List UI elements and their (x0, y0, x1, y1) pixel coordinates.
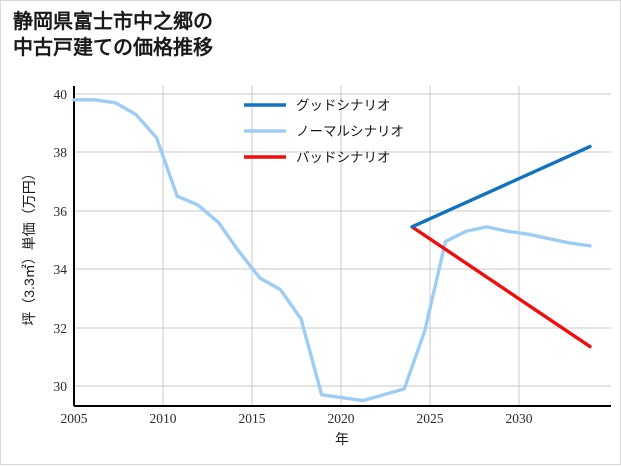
y-tick-40: 40 (54, 87, 68, 102)
x-tick-2010: 2010 (150, 411, 177, 426)
y-tick-36: 36 (54, 204, 68, 219)
y-tick-32: 32 (54, 321, 68, 336)
series-line-bad (410, 225, 592, 349)
x-tick-2020: 2020 (328, 411, 355, 426)
data-series-group (72, 98, 592, 403)
legend-label-good: グッドシナリオ (296, 98, 391, 113)
legend-label-bad: バッドシナリオ (296, 150, 391, 165)
x-axis-title: 年 (335, 431, 349, 447)
page-title: 静岡県富士市中之郷の 中古戸建ての価格推移 (13, 11, 213, 60)
chart-legend: グッドシナリオ ノーマルシナリオ バッドシナリオ (244, 98, 404, 165)
vertical-gridlines (162, 86, 520, 405)
y-tick-34: 34 (54, 262, 68, 277)
x-tick-2030: 2030 (506, 411, 533, 426)
x-tick-2005: 2005 (61, 411, 88, 426)
y-tick-38: 38 (54, 145, 68, 160)
series-line-normal (72, 98, 592, 403)
y-axis-title: 坪（3.3㎡）単価（万円） (21, 166, 37, 325)
series-line-good (410, 144, 592, 229)
x-tick-2015: 2015 (239, 411, 266, 426)
y-axis-tick-labels: 40 38 36 34 32 30 (54, 87, 68, 394)
legend-label-normal: ノーマルシナリオ (296, 124, 404, 139)
x-axis-tick-labels: 2005 2010 2015 2020 2025 2030 (61, 411, 533, 426)
x-tick-2025: 2025 (417, 411, 444, 426)
y-tick-30: 30 (54, 379, 68, 394)
